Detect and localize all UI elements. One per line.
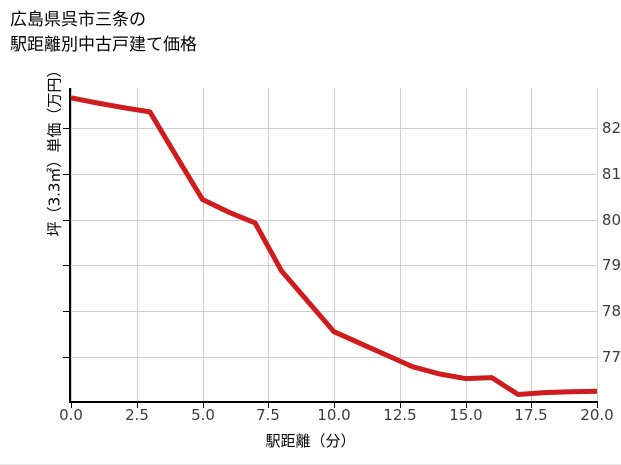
gridline-x-10 — [334, 88, 335, 402]
ytick-label-81: 81 — [601, 165, 621, 183]
ytick-mark-78 — [63, 311, 69, 312]
gridline-x-5 — [203, 88, 204, 402]
ytick-mark-79 — [63, 265, 69, 266]
chart-title: 広島県呉市三条の 駅距離別中古戸建て価格 — [10, 10, 197, 55]
xtick-mark-10 — [334, 403, 335, 408]
gridline-x-17.5 — [531, 88, 532, 402]
gridline-x-20 — [597, 88, 598, 402]
gridline-x-0 — [71, 88, 72, 402]
ytick-mark-80 — [63, 220, 69, 221]
ytick-label-82: 82 — [601, 119, 621, 137]
xtick-label-20: 20.0 — [580, 406, 614, 424]
xtick-mark-0 — [71, 403, 72, 408]
xtick-mark-7.5 — [268, 403, 269, 408]
ytick-label-80: 80 — [601, 211, 621, 229]
ytick-label-77: 77 — [601, 348, 621, 366]
xtick-mark-15 — [466, 403, 467, 408]
gridline-x-15 — [466, 88, 467, 402]
x-axis-title: 駅距離（分） — [265, 432, 356, 450]
xtick-label-12.5: 12.5 — [383, 406, 417, 424]
xtick-mark-2.5 — [137, 403, 138, 408]
xtick-mark-12.5 — [400, 403, 401, 408]
axis-spine-left — [69, 88, 71, 403]
xtick-label-2.5: 2.5 — [125, 406, 149, 424]
xtick-label-5: 5.0 — [191, 406, 215, 424]
xtick-label-15: 15.0 — [449, 406, 483, 424]
series-polyline — [70, 95, 598, 397]
ytick-mark-81 — [63, 174, 69, 175]
y-axis-title: 坪（3.3㎡）単価（万円） — [45, 62, 64, 237]
series-line-chart — [70, 95, 598, 397]
plot-area — [70, 88, 598, 402]
gridline-x-2.5 — [137, 88, 138, 402]
gridline-x-12.5 — [400, 88, 401, 402]
xtick-label-17.5: 17.5 — [514, 406, 548, 424]
xtick-label-0: 0.0 — [59, 406, 83, 424]
xtick-mark-17.5 — [531, 403, 532, 408]
ytick-label-78: 78 — [601, 302, 621, 320]
xtick-label-7.5: 7.5 — [256, 406, 280, 424]
xtick-label-10: 10.0 — [317, 406, 351, 424]
axis-spine-bottom — [69, 401, 598, 403]
ytick-mark-82 — [63, 128, 69, 129]
ytick-mark-77 — [63, 357, 69, 358]
xtick-mark-5 — [203, 403, 204, 408]
ytick-label-79: 79 — [601, 256, 621, 274]
xtick-mark-20 — [597, 403, 598, 408]
